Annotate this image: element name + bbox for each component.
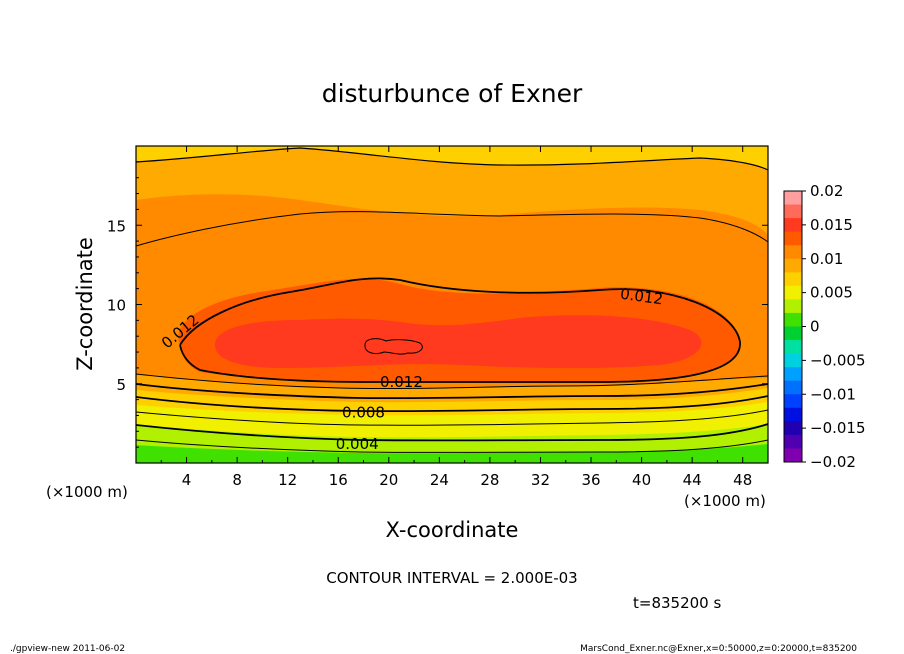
- colorbar-tick-label: −0.01: [810, 385, 856, 403]
- colorbar-swatch: [784, 299, 802, 314]
- colorbar-swatch: [784, 204, 802, 219]
- z-tick-label: 10: [107, 297, 126, 315]
- colorbar-swatch: [784, 353, 802, 368]
- x-tick-label: 20: [379, 471, 398, 489]
- colorbar-tick-label: 0.02: [810, 182, 843, 200]
- z-axis-label: Z-coordinate: [73, 237, 97, 371]
- contour-lines: [136, 147, 768, 453]
- contour-label: 0.008: [342, 403, 385, 421]
- colorbar-tick-label: 0.005: [810, 284, 853, 302]
- contour-bands: [136, 146, 768, 463]
- x-tick-label: 44: [683, 471, 702, 489]
- z-tick-label: 5: [116, 376, 126, 394]
- colorbar-swatch: [784, 245, 802, 260]
- contour-line: [136, 211, 768, 247]
- x-tick-label: 48: [733, 471, 752, 489]
- contour-line: [136, 373, 768, 390]
- x-tick-label: 36: [581, 471, 600, 489]
- contour-label: 0.012: [619, 285, 664, 309]
- x-tick-label: 8: [232, 471, 242, 489]
- x-tick-label: 16: [329, 471, 348, 489]
- colorbar-swatch: [784, 367, 802, 382]
- contour-line-008: [136, 395, 768, 413]
- colorbar-swatch: [784, 218, 802, 233]
- x-axis-ticks: 4 8 12 16 20 24 28 32 36 40 44 48: [160, 146, 752, 489]
- colorbar-swatch: [784, 231, 802, 246]
- colorbar-swatch: [784, 312, 802, 327]
- colorbar: 0.02 0.015 0.01 0.005 0 −0.005 −0.01 −0.015 −0.0…: [783, 182, 866, 471]
- colorbar-tick-label: 0: [810, 318, 820, 336]
- colorbar-swatch: [784, 285, 802, 300]
- contour-line: [136, 409, 768, 426]
- chart-title: disturbunce of Exner: [322, 79, 583, 108]
- x-axis-label: X-coordinate: [386, 518, 519, 542]
- x-tick-label: 12: [278, 471, 297, 489]
- contour-line: [136, 383, 768, 400]
- colorbar-swatch: [784, 394, 802, 409]
- contour-line-004: [136, 423, 768, 442]
- x-tick-label: 28: [480, 471, 499, 489]
- colorbar-swatch: [784, 421, 802, 436]
- colorbar-tick-label: 0.01: [810, 250, 843, 268]
- colorbar-swatch: [784, 191, 802, 206]
- colorbar-swatch: [784, 272, 802, 287]
- x-tick-label: 40: [632, 471, 651, 489]
- colorbar-swatch: [784, 407, 802, 422]
- x-tick-label: 32: [531, 471, 550, 489]
- contour-line: [136, 147, 768, 171]
- colorbar-swatch: [784, 258, 802, 273]
- colorbar-swatch: [784, 340, 802, 355]
- colorbar-tick-label: −0.02: [810, 453, 856, 471]
- colorbar-swatch: [784, 380, 802, 395]
- z-axis-ticks: 5 10 15: [107, 161, 768, 448]
- contour-label: 0.012: [380, 373, 423, 391]
- footer-right: MarsCond_Exner.nc@Exner,x=0:50000,z=0:20…: [580, 644, 857, 654]
- colorbar-tick-label: −0.005: [810, 351, 866, 369]
- colorbar-swatch: [784, 434, 802, 449]
- colorbar-tick-label: −0.015: [810, 419, 866, 437]
- x-tick-label: 4: [182, 471, 192, 489]
- contour-interval-text: CONTOUR INTERVAL = 2.000E-03: [326, 569, 577, 587]
- band-002-low: [136, 444, 768, 463]
- footer-left: ./gpview-new 2011-06-02: [10, 644, 125, 654]
- band-016: [215, 315, 702, 369]
- z-unit-label: (×1000 m): [46, 483, 128, 501]
- colorbar-swatch: [784, 326, 802, 341]
- contour-line: [136, 439, 768, 453]
- band-018-blob: [364, 338, 423, 355]
- x-unit-label: (×1000 m): [684, 492, 766, 510]
- time-text: t=835200 s: [633, 594, 721, 612]
- z-tick-label: 15: [107, 217, 126, 235]
- colorbar-swatch: [784, 448, 802, 463]
- contour-label: 0.004: [336, 435, 379, 453]
- colorbar-tick-label: 0.015: [810, 216, 853, 234]
- x-tick-label: 24: [430, 471, 449, 489]
- contour-line-012: [179, 277, 741, 383]
